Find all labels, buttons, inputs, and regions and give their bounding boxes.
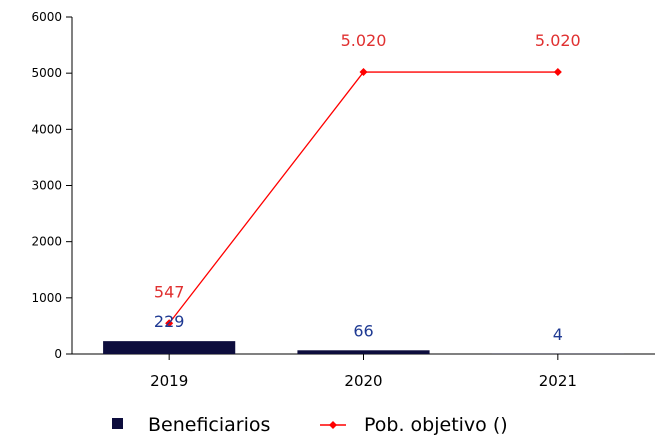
x-tick-label: 2019 (150, 372, 188, 390)
line-point (553, 68, 562, 77)
y-tick-label: 0 (54, 347, 62, 361)
data-labels: 229 66 4 547 5.020 5.020 (154, 31, 581, 344)
bar (103, 341, 236, 354)
line-series (165, 68, 562, 328)
x-axis: 2019 2020 2021 (72, 353, 655, 390)
y-tick-label: 1000 (31, 291, 62, 305)
line-value-label: 547 (154, 282, 185, 301)
bar-value-label: 229 (154, 312, 185, 331)
bar-series (103, 341, 624, 354)
y-tick-label: 3000 (31, 179, 62, 193)
legend-swatch-beneficiarios (112, 418, 123, 429)
legend-swatch-pob-objetivo (320, 421, 346, 429)
legend-marker (329, 421, 337, 429)
x-ticks: 2019 2020 2021 (150, 354, 577, 390)
legend-label-beneficiarios: Beneficiarios (148, 414, 270, 436)
y-axis: 0 1000 2000 3000 4000 5000 6000 (31, 10, 73, 361)
line-value-label: 5.020 (535, 31, 581, 50)
y-ticks: 0 1000 2000 3000 4000 5000 6000 (31, 10, 72, 361)
line-value-label: 5.020 (341, 31, 387, 50)
y-tick-label: 6000 (31, 10, 62, 24)
bar (297, 350, 430, 354)
bar-value-label: 66 (353, 321, 373, 340)
legend-label-pob-objetivo: Pob. objetivo () (364, 414, 508, 436)
y-tick-label: 5000 (31, 66, 62, 80)
line-point (165, 319, 174, 328)
x-tick-label: 2020 (344, 372, 382, 390)
legend: Beneficiarios Pob. objetivo () (112, 414, 508, 436)
x-tick-label: 2021 (539, 372, 577, 390)
line-path (168, 71, 558, 324)
y-tick-label: 4000 (31, 122, 62, 136)
line-point (359, 68, 368, 77)
y-tick-label: 2000 (31, 235, 62, 249)
bar-value-label: 4 (553, 325, 563, 344)
